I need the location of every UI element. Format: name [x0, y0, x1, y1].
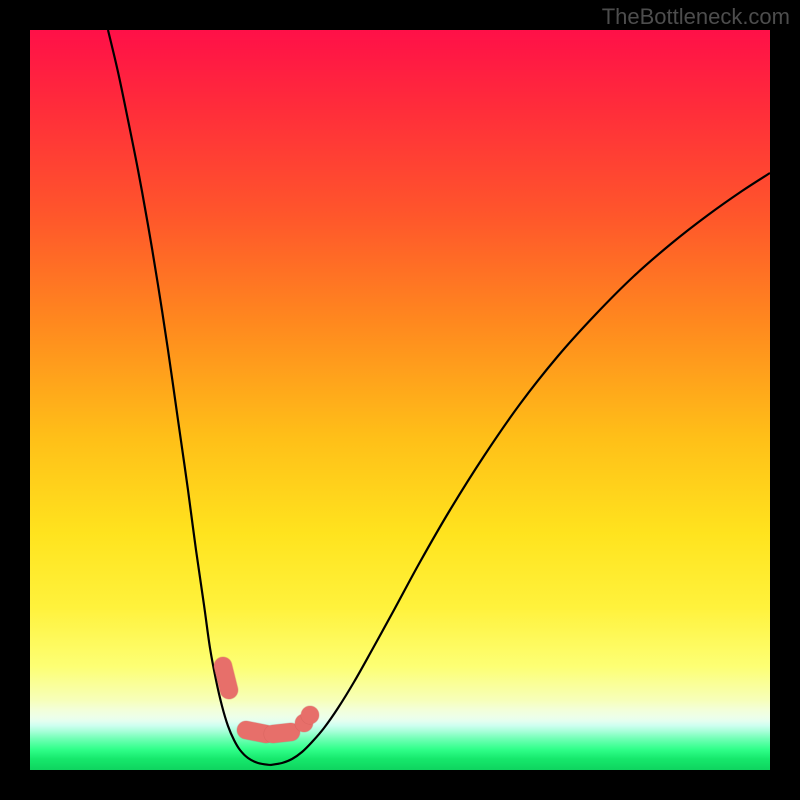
chart-root: TheBottleneck.com — [0, 0, 800, 800]
watermark-text: TheBottleneck.com — [602, 4, 790, 30]
plot-area — [30, 30, 770, 770]
marker-0 — [223, 666, 229, 690]
gradient-background — [30, 30, 770, 770]
marker-2 — [273, 732, 291, 734]
marker-1 — [246, 730, 266, 734]
marker-4 — [301, 706, 319, 724]
plot-svg — [30, 30, 770, 770]
